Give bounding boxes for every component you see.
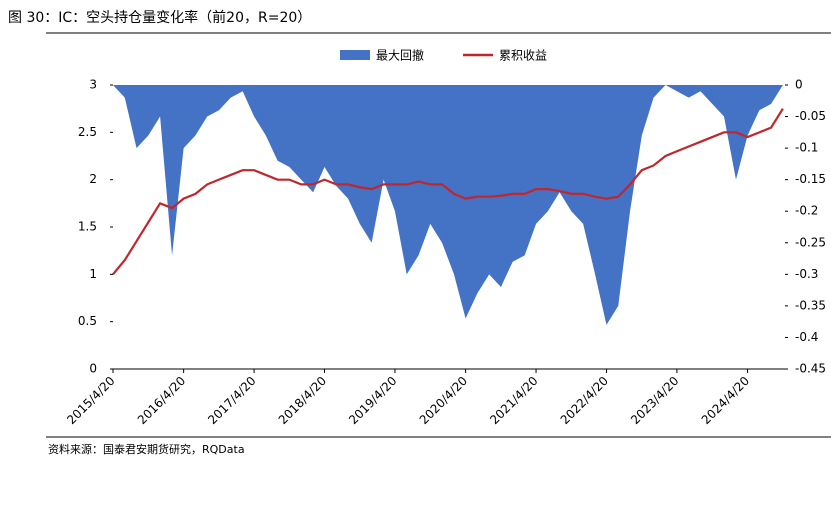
- y2-tick-label: -0.25: [795, 235, 826, 249]
- x-tick-label: 2022/4/20: [558, 374, 611, 427]
- y2-tick-label: -0.3: [795, 267, 818, 281]
- y-tick-label: 2: [89, 172, 97, 186]
- x-tick-label: 2023/4/20: [628, 374, 681, 427]
- y2-tick-label: -0.15: [795, 172, 826, 186]
- x-tick-label: 2016/4/20: [135, 374, 188, 427]
- y2-tick-label: -0.05: [795, 109, 826, 123]
- y2-tick-label: 0: [795, 78, 803, 92]
- x-tick-label: 2019/4/20: [346, 374, 399, 427]
- y2-tick-label: -0.2: [795, 204, 818, 218]
- x-tick-label: 2017/4/20: [205, 374, 258, 427]
- source: 资料来源：国泰君安期货研究，RQData: [48, 442, 245, 456]
- y2-tick-label: -0.4: [795, 330, 818, 344]
- return-line: [112, 108, 784, 276]
- y-tick-label: 0.5: [78, 314, 97, 328]
- x-tick-label: 2021/4/20: [487, 374, 540, 427]
- y2-tick-label: -0.45: [795, 362, 826, 376]
- x-tick-label: 2024/4/20: [699, 374, 752, 427]
- y2-tick-label: -0.1: [795, 141, 818, 155]
- y-tick-label: 2.5: [78, 125, 97, 139]
- x-tick-label: 2020/4/20: [417, 374, 470, 427]
- y2-tick-label: -0.35: [795, 298, 826, 312]
- legend-swatch: [340, 50, 370, 60]
- legend-label: 最大回撤: [376, 48, 424, 63]
- legend-label: 累积收益: [499, 49, 547, 63]
- y-tick-label: 1.5: [78, 220, 97, 234]
- chart-title: 图 30：IC：空头持仓量变化率（前20，R=20）: [8, 9, 311, 26]
- x-tick-label: 2018/4/20: [276, 374, 329, 427]
- y-tick-label: 3: [89, 78, 97, 92]
- y-tick-label: 1: [89, 267, 97, 281]
- x-tick-label: 2015/4/20: [64, 374, 117, 427]
- drawdown-area: [113, 85, 783, 325]
- y-tick-label: 0: [89, 362, 97, 376]
